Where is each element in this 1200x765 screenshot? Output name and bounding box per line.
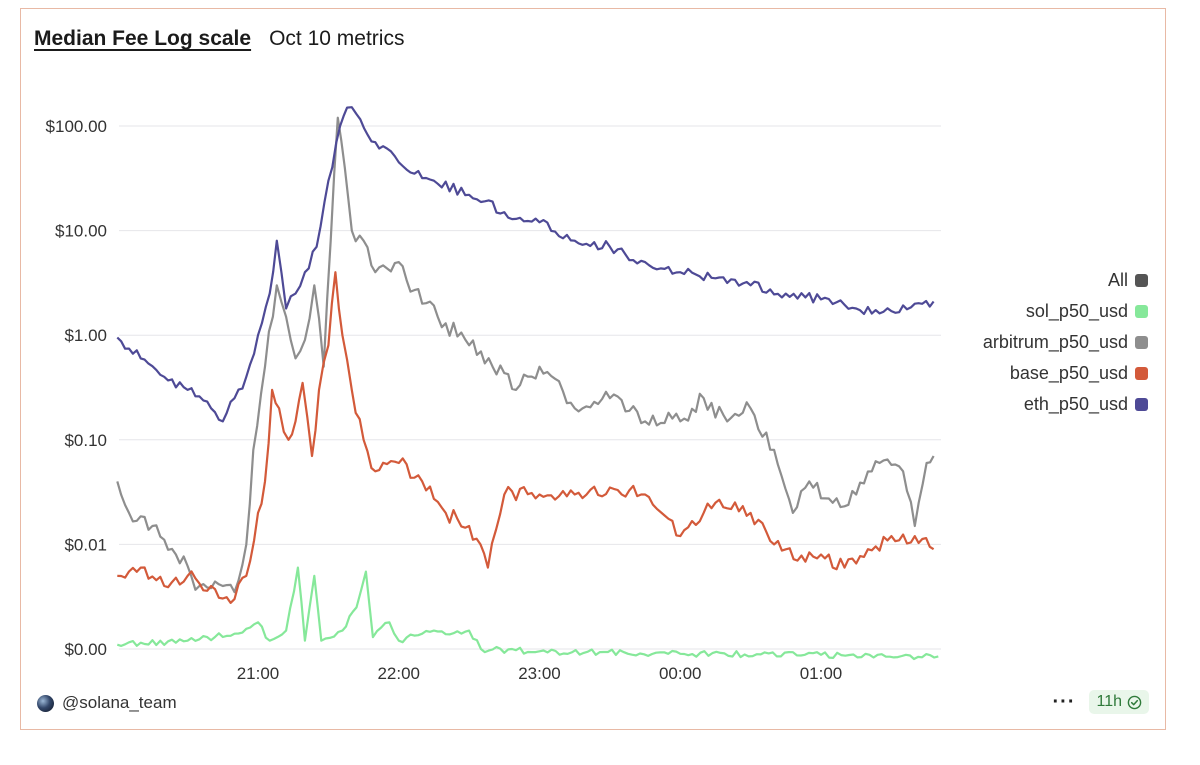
legend-item[interactable]: base_p50_usd — [983, 358, 1148, 389]
y-tick-label: $0.10 — [64, 431, 107, 450]
author: @solana_team — [37, 693, 177, 713]
legend-swatch — [1135, 274, 1148, 287]
y-tick-label: $10.00 — [55, 222, 107, 241]
legend-swatch — [1135, 305, 1148, 318]
more-icon[interactable]: ··· — [1052, 691, 1076, 713]
chart-subtitle: Oct 10 metrics — [269, 27, 405, 50]
age-label: 11h — [1096, 693, 1122, 710]
x-tick-label: 01:00 — [800, 664, 843, 683]
legend-item[interactable]: arbitrum_p50_usd — [983, 327, 1148, 358]
chart-header: Median Fee Log scale Oct 10 metrics — [34, 27, 404, 51]
legend-swatch — [1135, 398, 1148, 411]
x-tick-label: 00:00 — [659, 664, 702, 683]
chart-card: Median Fee Log scale Oct 10 metrics $100… — [20, 8, 1166, 730]
x-tick-label: 22:00 — [377, 664, 420, 683]
legend-label: arbitrum_p50_usd — [982, 332, 1128, 352]
y-tick-label: $0.00 — [64, 640, 107, 659]
legend-item[interactable]: sol_p50_usd — [983, 296, 1148, 327]
legend-label: eth_p50_usd — [1023, 394, 1128, 414]
legend-label: base_p50_usd — [1009, 363, 1128, 383]
legend-swatch — [1135, 367, 1148, 380]
legend-swatch — [1135, 336, 1148, 349]
x-tick-label: 23:00 — [518, 664, 561, 683]
author-handle[interactable]: @solana_team — [62, 693, 177, 712]
line-chart: $100.00 $10.00 $1.00 $0.10 $0.01 $0.00 21:00 22… — [46, 106, 941, 683]
series-line-base_p50_usd — [117, 271, 935, 604]
series-line-sol_p50_usd — [116, 566, 939, 661]
x-tick-label: 21:00 — [237, 664, 280, 683]
legend: All sol_p50_usd arbitrum_p50_usd base_p50_u… — [983, 265, 1148, 420]
y-tick-label: $0.01 — [64, 535, 107, 554]
legend-item[interactable]: All — [983, 265, 1148, 296]
avatar-icon — [37, 694, 54, 712]
series-line-arbitrum_p50_usd — [116, 116, 935, 594]
footer-actions: ··· 11h — [1052, 690, 1149, 714]
legend-label: All — [1107, 270, 1128, 290]
legend-item[interactable]: eth_p50_usd — [983, 389, 1148, 420]
chart-title-link[interactable]: Median Fee Log scale — [34, 27, 252, 50]
check-circle-icon — [1127, 695, 1142, 709]
series-line-eth_p50_usd — [116, 106, 935, 423]
age-badge: 11h — [1089, 690, 1149, 714]
y-tick-label: $100.00 — [46, 117, 107, 136]
legend-label: sol_p50_usd — [1025, 301, 1128, 321]
y-tick-label: $1.00 — [64, 326, 107, 345]
